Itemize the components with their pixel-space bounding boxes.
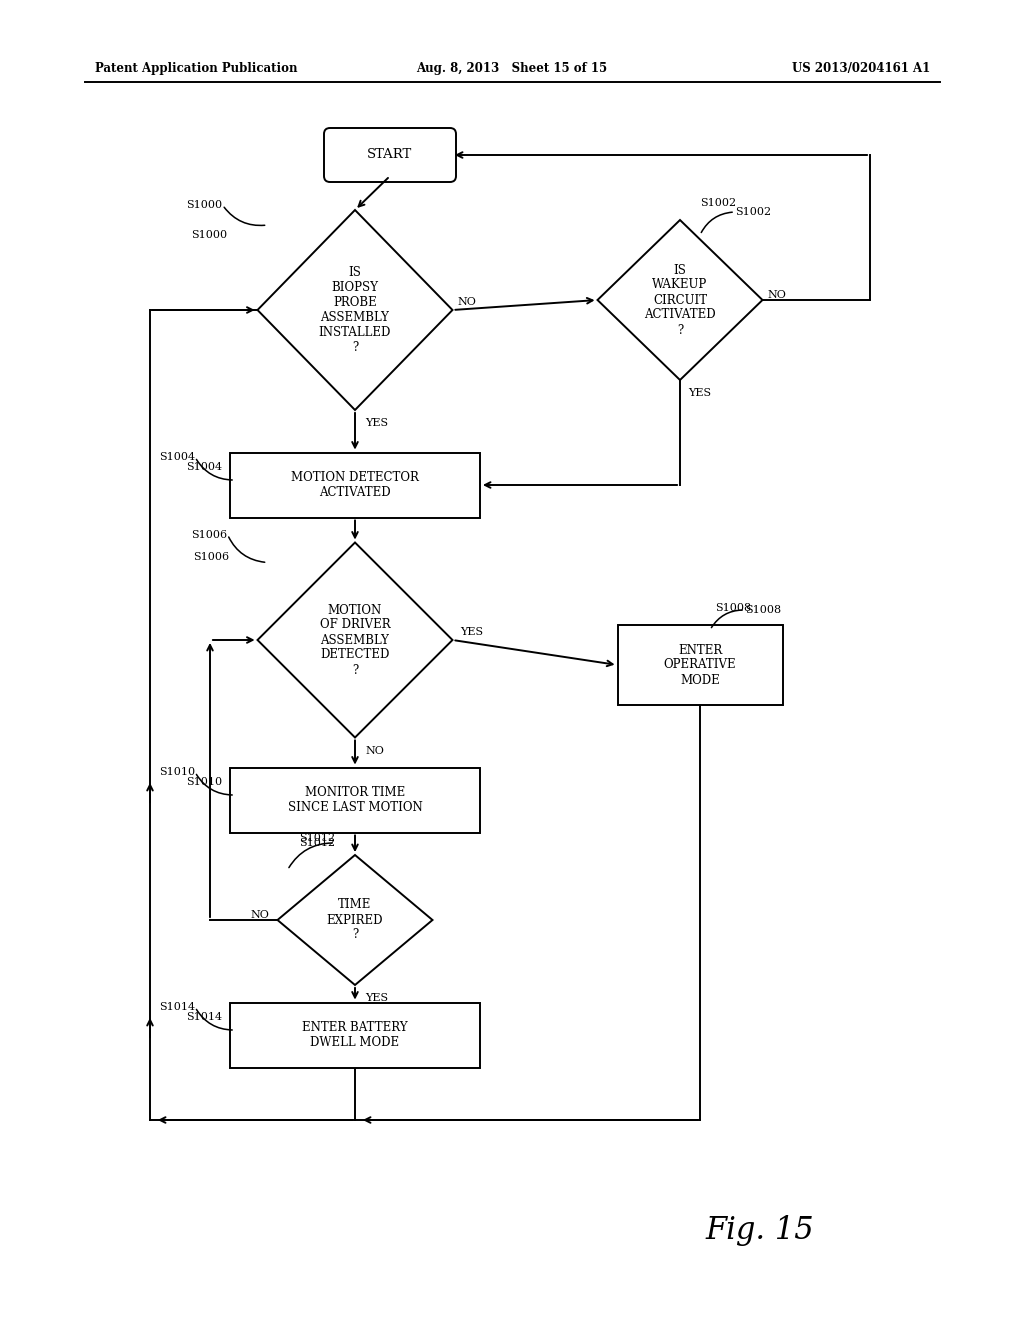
Text: IS
WAKEUP
CIRCUIT
ACTIVATED
?: IS WAKEUP CIRCUIT ACTIVATED ? <box>644 264 716 337</box>
Text: S1006: S1006 <box>194 553 229 562</box>
Text: S1002: S1002 <box>735 207 771 216</box>
Bar <box>230 453 480 517</box>
Bar <box>230 1002 480 1068</box>
Text: TIME
EXPIRED
?: TIME EXPIRED ? <box>327 899 383 941</box>
Text: S1010: S1010 <box>186 777 222 787</box>
Text: YES: YES <box>365 418 388 428</box>
Text: S1004: S1004 <box>186 462 222 473</box>
Polygon shape <box>597 220 763 380</box>
Text: Aug. 8, 2013   Sheet 15 of 15: Aug. 8, 2013 Sheet 15 of 15 <box>417 62 607 75</box>
FancyBboxPatch shape <box>324 128 456 182</box>
Text: NO: NO <box>365 746 384 755</box>
Text: MOTION
OF DRIVER
ASSEMBLY
DETECTED
?: MOTION OF DRIVER ASSEMBLY DETECTED ? <box>319 603 390 676</box>
Text: IS
BIOPSY
PROBE
ASSEMBLY
INSTALLED
?: IS BIOPSY PROBE ASSEMBLY INSTALLED ? <box>318 267 391 354</box>
Text: S1008: S1008 <box>745 605 781 615</box>
Text: START: START <box>368 149 413 161</box>
Text: US 2013/0204161 A1: US 2013/0204161 A1 <box>792 62 930 75</box>
Bar <box>230 767 480 833</box>
Text: Fig. 15: Fig. 15 <box>706 1214 814 1246</box>
Text: YES: YES <box>461 627 483 638</box>
Polygon shape <box>257 210 453 411</box>
Text: ENTER BATTERY
DWELL MODE: ENTER BATTERY DWELL MODE <box>302 1020 408 1049</box>
Text: NO: NO <box>768 290 786 300</box>
Text: Patent Application Publication: Patent Application Publication <box>95 62 298 75</box>
Text: S1010: S1010 <box>159 767 195 777</box>
Text: MONITOR TIME
SINCE LAST MOTION: MONITOR TIME SINCE LAST MOTION <box>288 785 422 814</box>
Text: S1000: S1000 <box>186 201 222 210</box>
Text: S1012: S1012 <box>299 833 335 843</box>
Text: YES: YES <box>365 993 388 1003</box>
Text: ENTER
OPERATIVE
MODE: ENTER OPERATIVE MODE <box>664 644 736 686</box>
Text: S1002: S1002 <box>700 198 736 209</box>
Bar <box>617 624 782 705</box>
Text: S1014: S1014 <box>159 1002 195 1012</box>
Text: NO: NO <box>458 297 476 308</box>
Text: MOTION DETECTOR
ACTIVATED: MOTION DETECTOR ACTIVATED <box>291 471 419 499</box>
Polygon shape <box>278 855 432 985</box>
Text: S1012: S1012 <box>299 838 335 847</box>
Polygon shape <box>257 543 453 738</box>
Text: YES: YES <box>688 388 711 399</box>
Text: NO: NO <box>251 909 269 920</box>
Text: S1004: S1004 <box>159 451 195 462</box>
Text: S1008: S1008 <box>715 603 752 612</box>
Text: S1014: S1014 <box>186 1012 222 1022</box>
Text: S1000: S1000 <box>191 230 227 240</box>
Text: S1006: S1006 <box>191 529 227 540</box>
